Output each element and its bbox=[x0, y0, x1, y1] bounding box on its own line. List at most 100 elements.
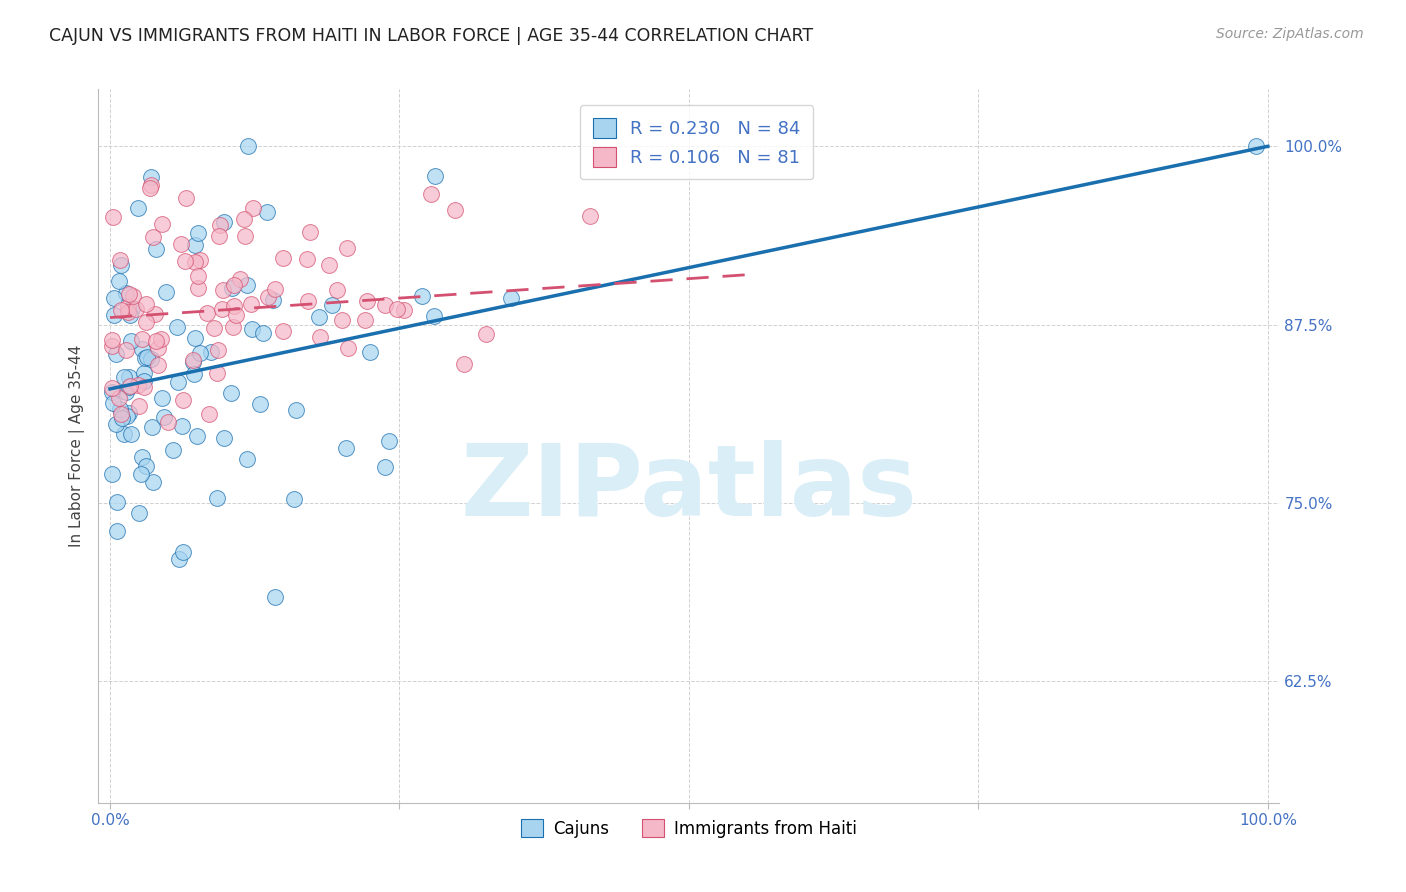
Point bbox=[167, 375, 190, 389]
Point bbox=[219, 386, 242, 401]
Point bbox=[183, 238, 205, 252]
Point bbox=[188, 253, 211, 268]
Point bbox=[579, 209, 602, 223]
Point bbox=[103, 396, 125, 410]
Point bbox=[120, 334, 142, 348]
Point bbox=[118, 287, 141, 301]
Point bbox=[212, 215, 235, 229]
Point bbox=[101, 384, 124, 399]
Point bbox=[200, 344, 222, 359]
Point bbox=[271, 251, 294, 265]
Point bbox=[110, 253, 132, 268]
Point bbox=[110, 258, 132, 272]
Point bbox=[101, 381, 124, 395]
Point bbox=[184, 255, 207, 269]
Point bbox=[105, 494, 128, 508]
Point bbox=[146, 342, 169, 356]
Point bbox=[150, 392, 173, 406]
Point bbox=[114, 385, 136, 400]
Text: ZIPatlas: ZIPatlas bbox=[461, 441, 917, 537]
Point bbox=[422, 309, 444, 323]
Point bbox=[131, 342, 153, 356]
Point bbox=[207, 343, 229, 357]
Point bbox=[135, 297, 157, 311]
Point bbox=[264, 282, 287, 296]
Point bbox=[117, 301, 139, 315]
Point bbox=[330, 313, 353, 327]
Point bbox=[104, 347, 127, 361]
Point bbox=[108, 392, 131, 406]
Point bbox=[145, 242, 167, 256]
Point bbox=[326, 283, 349, 297]
Point bbox=[174, 191, 197, 205]
Point bbox=[256, 205, 278, 219]
Point bbox=[121, 288, 143, 302]
Point bbox=[423, 169, 446, 183]
Point bbox=[385, 302, 408, 317]
Point bbox=[162, 443, 184, 458]
Point bbox=[120, 426, 142, 441]
Point bbox=[186, 429, 208, 443]
Point bbox=[166, 320, 188, 334]
Point bbox=[235, 277, 257, 292]
Point bbox=[125, 301, 148, 316]
Point bbox=[238, 139, 260, 153]
Point bbox=[118, 406, 141, 420]
Point bbox=[114, 285, 136, 300]
Point bbox=[136, 350, 159, 364]
Point bbox=[475, 326, 498, 341]
Point bbox=[139, 178, 162, 193]
Point bbox=[138, 180, 160, 194]
Point bbox=[232, 211, 254, 226]
Point bbox=[150, 217, 173, 231]
Legend: Cajuns, Immigrants from Haiti: Cajuns, Immigrants from Haiti bbox=[515, 813, 863, 845]
Point bbox=[128, 399, 150, 413]
Point bbox=[239, 297, 262, 311]
Point bbox=[353, 312, 375, 326]
Point bbox=[132, 375, 155, 389]
Point bbox=[167, 552, 190, 566]
Point bbox=[252, 326, 274, 340]
Point bbox=[108, 401, 131, 416]
Point bbox=[195, 306, 218, 320]
Point bbox=[187, 227, 209, 241]
Point bbox=[110, 303, 132, 318]
Point bbox=[378, 434, 401, 449]
Point bbox=[146, 358, 169, 372]
Point bbox=[139, 170, 162, 185]
Point bbox=[135, 458, 157, 473]
Point bbox=[155, 285, 177, 300]
Point bbox=[120, 308, 142, 322]
Point bbox=[183, 368, 205, 382]
Point bbox=[309, 330, 332, 344]
Point bbox=[118, 380, 141, 394]
Point bbox=[129, 467, 152, 482]
Point bbox=[336, 241, 359, 255]
Point bbox=[221, 320, 243, 334]
Point bbox=[186, 280, 208, 294]
Point bbox=[134, 380, 156, 394]
Point bbox=[256, 290, 278, 304]
Point bbox=[103, 308, 125, 322]
Point bbox=[190, 346, 212, 360]
Point bbox=[297, 293, 319, 308]
Point bbox=[411, 289, 433, 303]
Point bbox=[318, 259, 340, 273]
Point bbox=[1246, 139, 1268, 153]
Point bbox=[453, 357, 475, 371]
Point bbox=[264, 591, 287, 605]
Point bbox=[157, 415, 180, 429]
Point bbox=[233, 229, 256, 244]
Point bbox=[101, 333, 124, 347]
Point bbox=[295, 252, 318, 267]
Point bbox=[117, 409, 139, 423]
Point bbox=[131, 450, 153, 465]
Point bbox=[117, 305, 139, 319]
Point bbox=[187, 269, 209, 284]
Point bbox=[143, 307, 166, 321]
Point bbox=[321, 298, 343, 312]
Point bbox=[121, 301, 143, 315]
Point bbox=[225, 308, 247, 322]
Point bbox=[211, 302, 233, 317]
Point bbox=[208, 219, 231, 233]
